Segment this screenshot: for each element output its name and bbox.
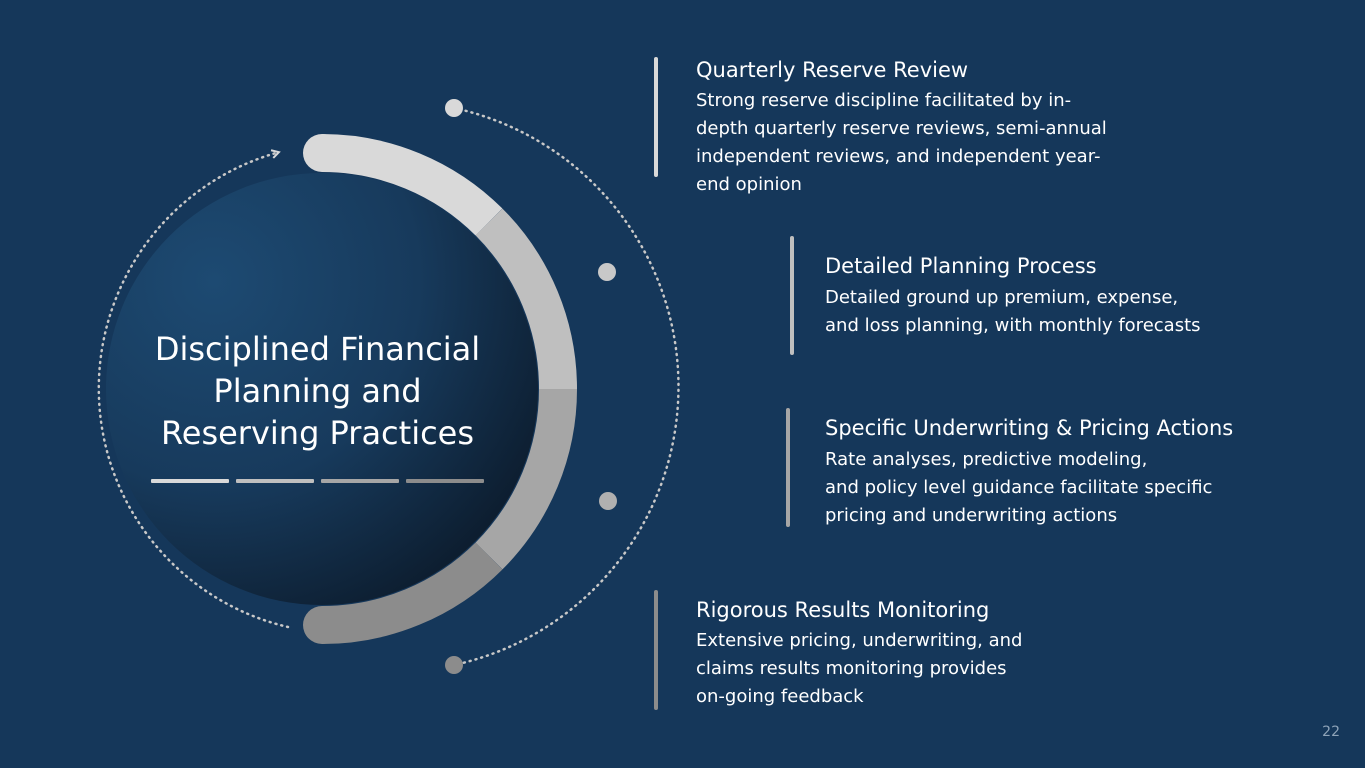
item-1-desc-line-3: independent reviews, and independent yea… [696, 146, 1101, 167]
ring-segment-4 [321, 542, 503, 645]
item-4-desc-line-1: Extensive pricing, underwriting, and [696, 630, 1023, 651]
item-3-desc-line-3: pricing and underwriting actions [825, 505, 1118, 526]
item-3-desc-line-1: Rate analyses, predictive modeling, [825, 449, 1148, 470]
title-divider-2 [236, 479, 314, 483]
ring-segment-1-cap [303, 134, 341, 172]
item-2-desc-line-2: and loss planning, with monthly forecast… [825, 315, 1201, 336]
connector-dot-1 [445, 99, 463, 117]
title-divider-3 [321, 479, 399, 483]
item-4-desc-line-2: claims results monitoring provides [696, 658, 1007, 679]
item-specific-underwriting-pricing-actions: Specific Underwriting & Pricing Actions … [786, 408, 1346, 533]
item-quarterly-reserve-review: Quarterly Reserve Review Strong reserve … [654, 57, 1174, 197]
item-1-description: Strong reserve discipline facilitated by… [696, 87, 1107, 199]
connector-dot-2 [598, 263, 616, 281]
ring-segment-2 [475, 208, 578, 390]
item-2-title: Detailed Planning Process [825, 254, 1097, 278]
item-1-desc-line-1: Strong reserve discipline facilitated by… [696, 90, 1072, 111]
connector-dot-4 [445, 656, 463, 674]
item-3-desc-line-2: and policy level guidance facilitate spe… [825, 477, 1213, 498]
center-title-line-1: Disciplined Financial [154, 330, 481, 368]
item-1-desc-line-4: end opinion [696, 174, 802, 195]
item-2-accent-bar [790, 236, 794, 355]
item-1-desc-line-2: depth quarterly reserve reviews, semi-an… [696, 118, 1107, 139]
item-detailed-planning-process: Detailed Planning Process Detailed groun… [790, 236, 1310, 356]
item-4-title: Rigorous Results Monitoring [696, 598, 990, 622]
item-4-desc-line-3: on-going feedback [696, 686, 864, 707]
item-1-accent-bar [654, 57, 658, 177]
right-dotted-arc [452, 106, 680, 667]
connector-dot-3 [599, 492, 617, 510]
ring-segment-1 [321, 133, 503, 236]
item-4-accent-bar [654, 590, 658, 710]
item-3-description: Rate analyses, predictive modeling, and … [825, 446, 1212, 530]
page-number: 22 [1322, 724, 1340, 740]
ring-segment-4-cap [303, 606, 341, 644]
item-2-desc-line-1: Detailed ground up premium, expense, [825, 287, 1179, 308]
center-title: Disciplined Financial Planning and Reser… [120, 328, 515, 454]
item-4-description: Extensive pricing, underwriting, and cla… [696, 627, 1022, 711]
item-3-accent-bar [786, 408, 790, 527]
center-circle [106, 173, 538, 605]
title-divider-4 [406, 479, 484, 483]
item-rigorous-results-monitoring: Rigorous Results Monitoring Extensive pr… [654, 590, 1174, 715]
item-3-title: Specific Underwriting & Pricing Actions [825, 416, 1234, 440]
left-dotted-arc [97, 153, 290, 629]
item-1-title: Quarterly Reserve Review [696, 58, 969, 82]
center-title-line-3: Reserving Practices [160, 414, 475, 452]
item-2-description: Detailed ground up premium, expense, and… [825, 284, 1201, 340]
center-title-line-2: Planning and [213, 372, 422, 410]
ring-segment-3 [475, 388, 578, 570]
title-divider-1 [151, 479, 229, 483]
